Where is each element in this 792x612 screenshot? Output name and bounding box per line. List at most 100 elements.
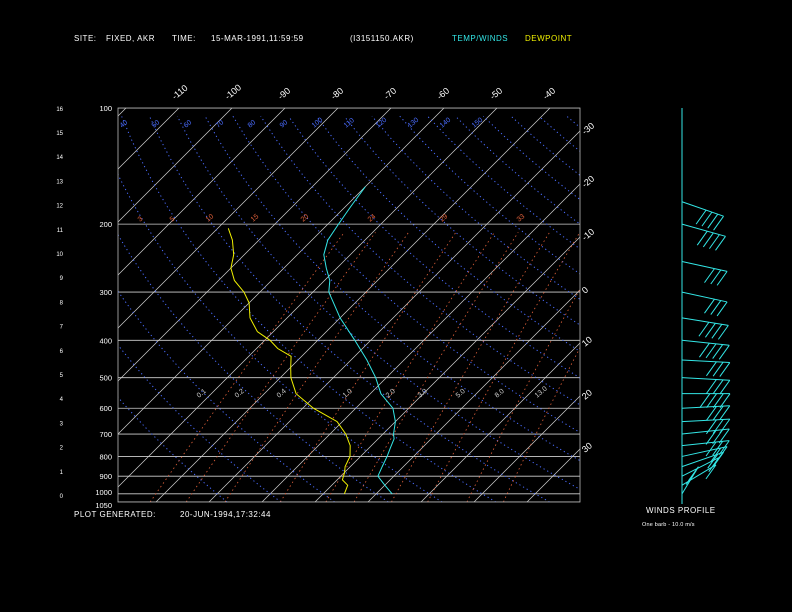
isotherm-line — [261, 183, 580, 502]
height-tick-label: 5 — [60, 373, 64, 379]
wind-barb-flag — [705, 430, 717, 445]
wind-barb-flag — [718, 440, 730, 455]
wind-barb-flag — [712, 393, 724, 408]
isotherm-line — [579, 501, 580, 502]
wind-barb-staff — [681, 446, 728, 457]
wind-barb-flag — [718, 345, 730, 360]
isotherm-line — [118, 108, 127, 117]
mixing-ratio-label: 5 — [169, 216, 177, 224]
mixing-ratio-label: 24 — [367, 213, 378, 223]
top-temp-label: -90 — [276, 86, 292, 102]
wind-barb — [681, 464, 717, 486]
mixing-ratio-lower-label: 0.1 — [196, 388, 208, 400]
wind-barb-flag — [712, 344, 724, 359]
plot-generated-value: 20-JUN-1994,17:32:44 — [180, 510, 271, 519]
wind-barb-flag — [712, 405, 724, 421]
mixing-ratio-lower-label: 5.0 — [455, 388, 467, 400]
mixing-ratio-lower-label: 8.0 — [494, 388, 506, 400]
wind-barb-staff — [681, 317, 729, 326]
mixing-ratio-lower-label: 3.0 — [417, 388, 429, 400]
wind-barb-flag — [696, 230, 708, 246]
wind-barb-flag — [712, 419, 724, 434]
mixing-ratio-label: 10 — [205, 213, 216, 223]
legend-temp-winds: TEMP/WINDS — [452, 34, 509, 43]
pressure-tick-label: 400 — [99, 336, 112, 345]
height-tick-label: 15 — [56, 131, 63, 137]
isotherm-line — [208, 130, 580, 502]
pressure-tick-label: 800 — [99, 452, 112, 461]
wind-barb-flag — [706, 379, 717, 394]
dry-adiabat-label: 120 — [375, 117, 389, 130]
wind-barb — [681, 339, 730, 360]
pressure-tick-label: 1050 — [95, 501, 112, 510]
dry-adiabat-line — [232, 115, 580, 434]
right-temp-label: 10 — [580, 334, 594, 348]
isotherm-line — [367, 289, 580, 502]
barb-scale-note: One barb - 10.0 m/s — [642, 522, 695, 528]
wind-barb-flag — [712, 379, 724, 395]
right-temp-label: 20 — [580, 387, 594, 401]
dry-adiabat-line — [343, 115, 580, 326]
site-value: FIXED, AKR — [106, 34, 156, 43]
wind-barb-flag — [699, 342, 710, 358]
right-temp-label: -20 — [580, 174, 596, 190]
dry-adiabat-line — [399, 115, 580, 275]
dry-adiabat-line — [149, 115, 550, 502]
wind-barb — [682, 393, 731, 408]
wind-barb-staff — [681, 428, 730, 435]
wind-barb — [681, 317, 729, 340]
wind-barb-flag — [710, 300, 722, 315]
wind-barb-flag — [709, 234, 720, 249]
winds-profile-title: WINDS PROFILE — [646, 506, 716, 515]
wind-barb — [681, 418, 731, 435]
height-tick-label: 4 — [60, 397, 64, 403]
height-tick-label: 1 — [60, 470, 64, 476]
site-label: SITE: — [74, 34, 97, 43]
pressure-tick-label: 300 — [99, 288, 112, 297]
isotherm-line — [118, 108, 498, 488]
wind-barb-flag — [706, 361, 717, 377]
time-value: 15-MAR-1991,11:59:59 — [211, 34, 304, 43]
isotherm-line — [314, 236, 580, 502]
dry-adiabat-line — [510, 115, 580, 176]
wind-barb-flag — [719, 362, 731, 377]
mixing-ratio-line — [427, 232, 580, 502]
wind-barb-staff — [681, 464, 717, 486]
dry-adiabat-line — [538, 115, 580, 152]
wind-barb-flag — [706, 406, 717, 421]
height-tick-label: 7 — [60, 325, 64, 331]
wind-barb-staff — [681, 418, 730, 423]
height-tick-label: 10 — [56, 252, 63, 258]
wind-barb-flag — [706, 419, 717, 435]
wind-barb-flag — [715, 236, 726, 251]
dry-adiabat-label: 40 — [119, 119, 130, 129]
top-temp-label: -70 — [382, 86, 398, 102]
wind-barb-flag — [705, 343, 717, 359]
file-name: (I3151150.AKR) — [350, 34, 414, 43]
dewpoint-profile-line — [227, 228, 351, 494]
isotherm-line — [686, 108, 792, 502]
wind-barb-flag — [712, 361, 724, 377]
dry-adiabat-line — [118, 344, 282, 502]
dry-adiabat-line — [118, 233, 389, 502]
isotherm-line — [118, 108, 180, 170]
dry-adiabat-line — [288, 115, 580, 379]
mixing-ratio-lower-label: 2.0 — [385, 388, 397, 400]
wind-barb-staff — [681, 261, 728, 272]
dry-adiabat-line — [566, 115, 580, 129]
wind-barb-flag — [704, 322, 716, 338]
height-tick-label: 2 — [60, 446, 64, 452]
right-temp-label: 0 — [580, 285, 590, 296]
mixing-ratio-lower-label: 0.4 — [276, 388, 288, 400]
wind-barb-flag — [699, 393, 711, 408]
top-temp-label: -110 — [170, 83, 190, 102]
wind-barb — [681, 201, 724, 231]
mixing-ratio-label: 15 — [250, 213, 261, 223]
mixing-ratio-line — [325, 232, 495, 502]
mixing-ratio-lower-label: 13.0 — [534, 385, 549, 399]
time-label: TIME: — [172, 34, 196, 43]
mixing-ratio-label: 20 — [300, 213, 311, 223]
dry-adiabat-line — [118, 173, 443, 502]
wind-barb-flag — [718, 428, 730, 444]
